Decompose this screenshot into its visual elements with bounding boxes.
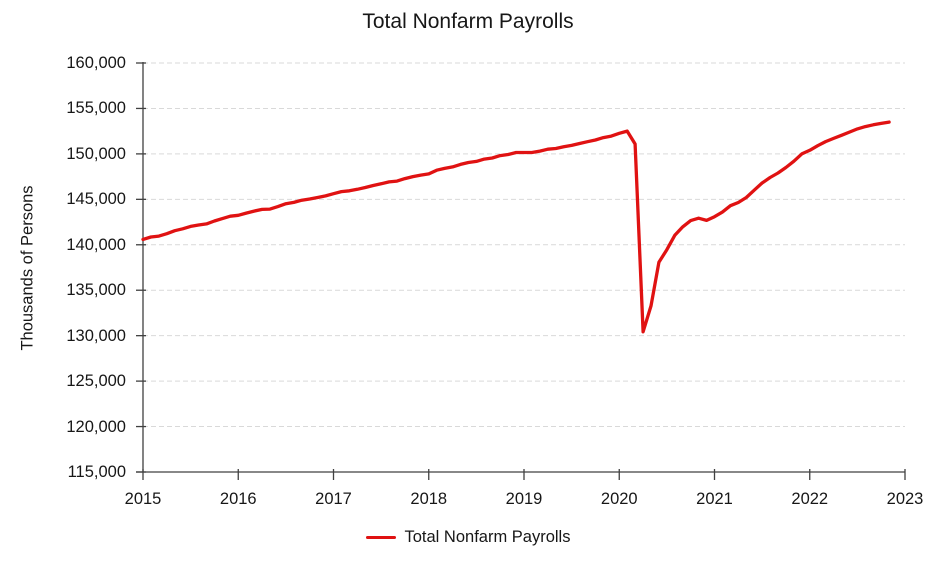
legend: Total Nonfarm Payrolls — [0, 527, 936, 547]
x-tick-label: 2018 — [410, 490, 448, 508]
y-tick-label: 155,000 — [66, 99, 126, 118]
y-tick-label: 145,000 — [66, 190, 126, 209]
x-tick-label: 2020 — [600, 490, 638, 508]
legend-label: Total Nonfarm Payrolls — [404, 528, 571, 546]
x-tick-label: 2015 — [124, 490, 162, 508]
y-tick-label: 115,000 — [67, 463, 126, 481]
x-tick-label: 2016 — [219, 490, 257, 508]
x-tick-label: 2023 — [886, 490, 924, 508]
x-tick-label: 2021 — [696, 490, 733, 508]
y-tick-label: 120,000 — [66, 417, 126, 436]
y-tick-label: 135,000 — [66, 281, 126, 300]
gridlines — [143, 62, 905, 428]
y-tick-label: 125,000 — [66, 372, 126, 391]
y-tick-label: 160,000 — [66, 54, 126, 72]
legend-line-swatch — [365, 535, 396, 539]
y-tick-label: 150,000 — [66, 144, 126, 163]
payrolls-line-series — [141, 120, 891, 334]
y-tick-label: 140,000 — [66, 235, 126, 254]
y-tick-label: 130,000 — [66, 326, 126, 345]
x-tick-label: 2017 — [315, 490, 352, 508]
axes — [136, 62, 906, 480]
chart-title: Total Nonfarm Payrolls — [362, 10, 574, 33]
x-tick-label: 2022 — [791, 490, 829, 508]
x-tick-label: 2019 — [505, 490, 543, 508]
